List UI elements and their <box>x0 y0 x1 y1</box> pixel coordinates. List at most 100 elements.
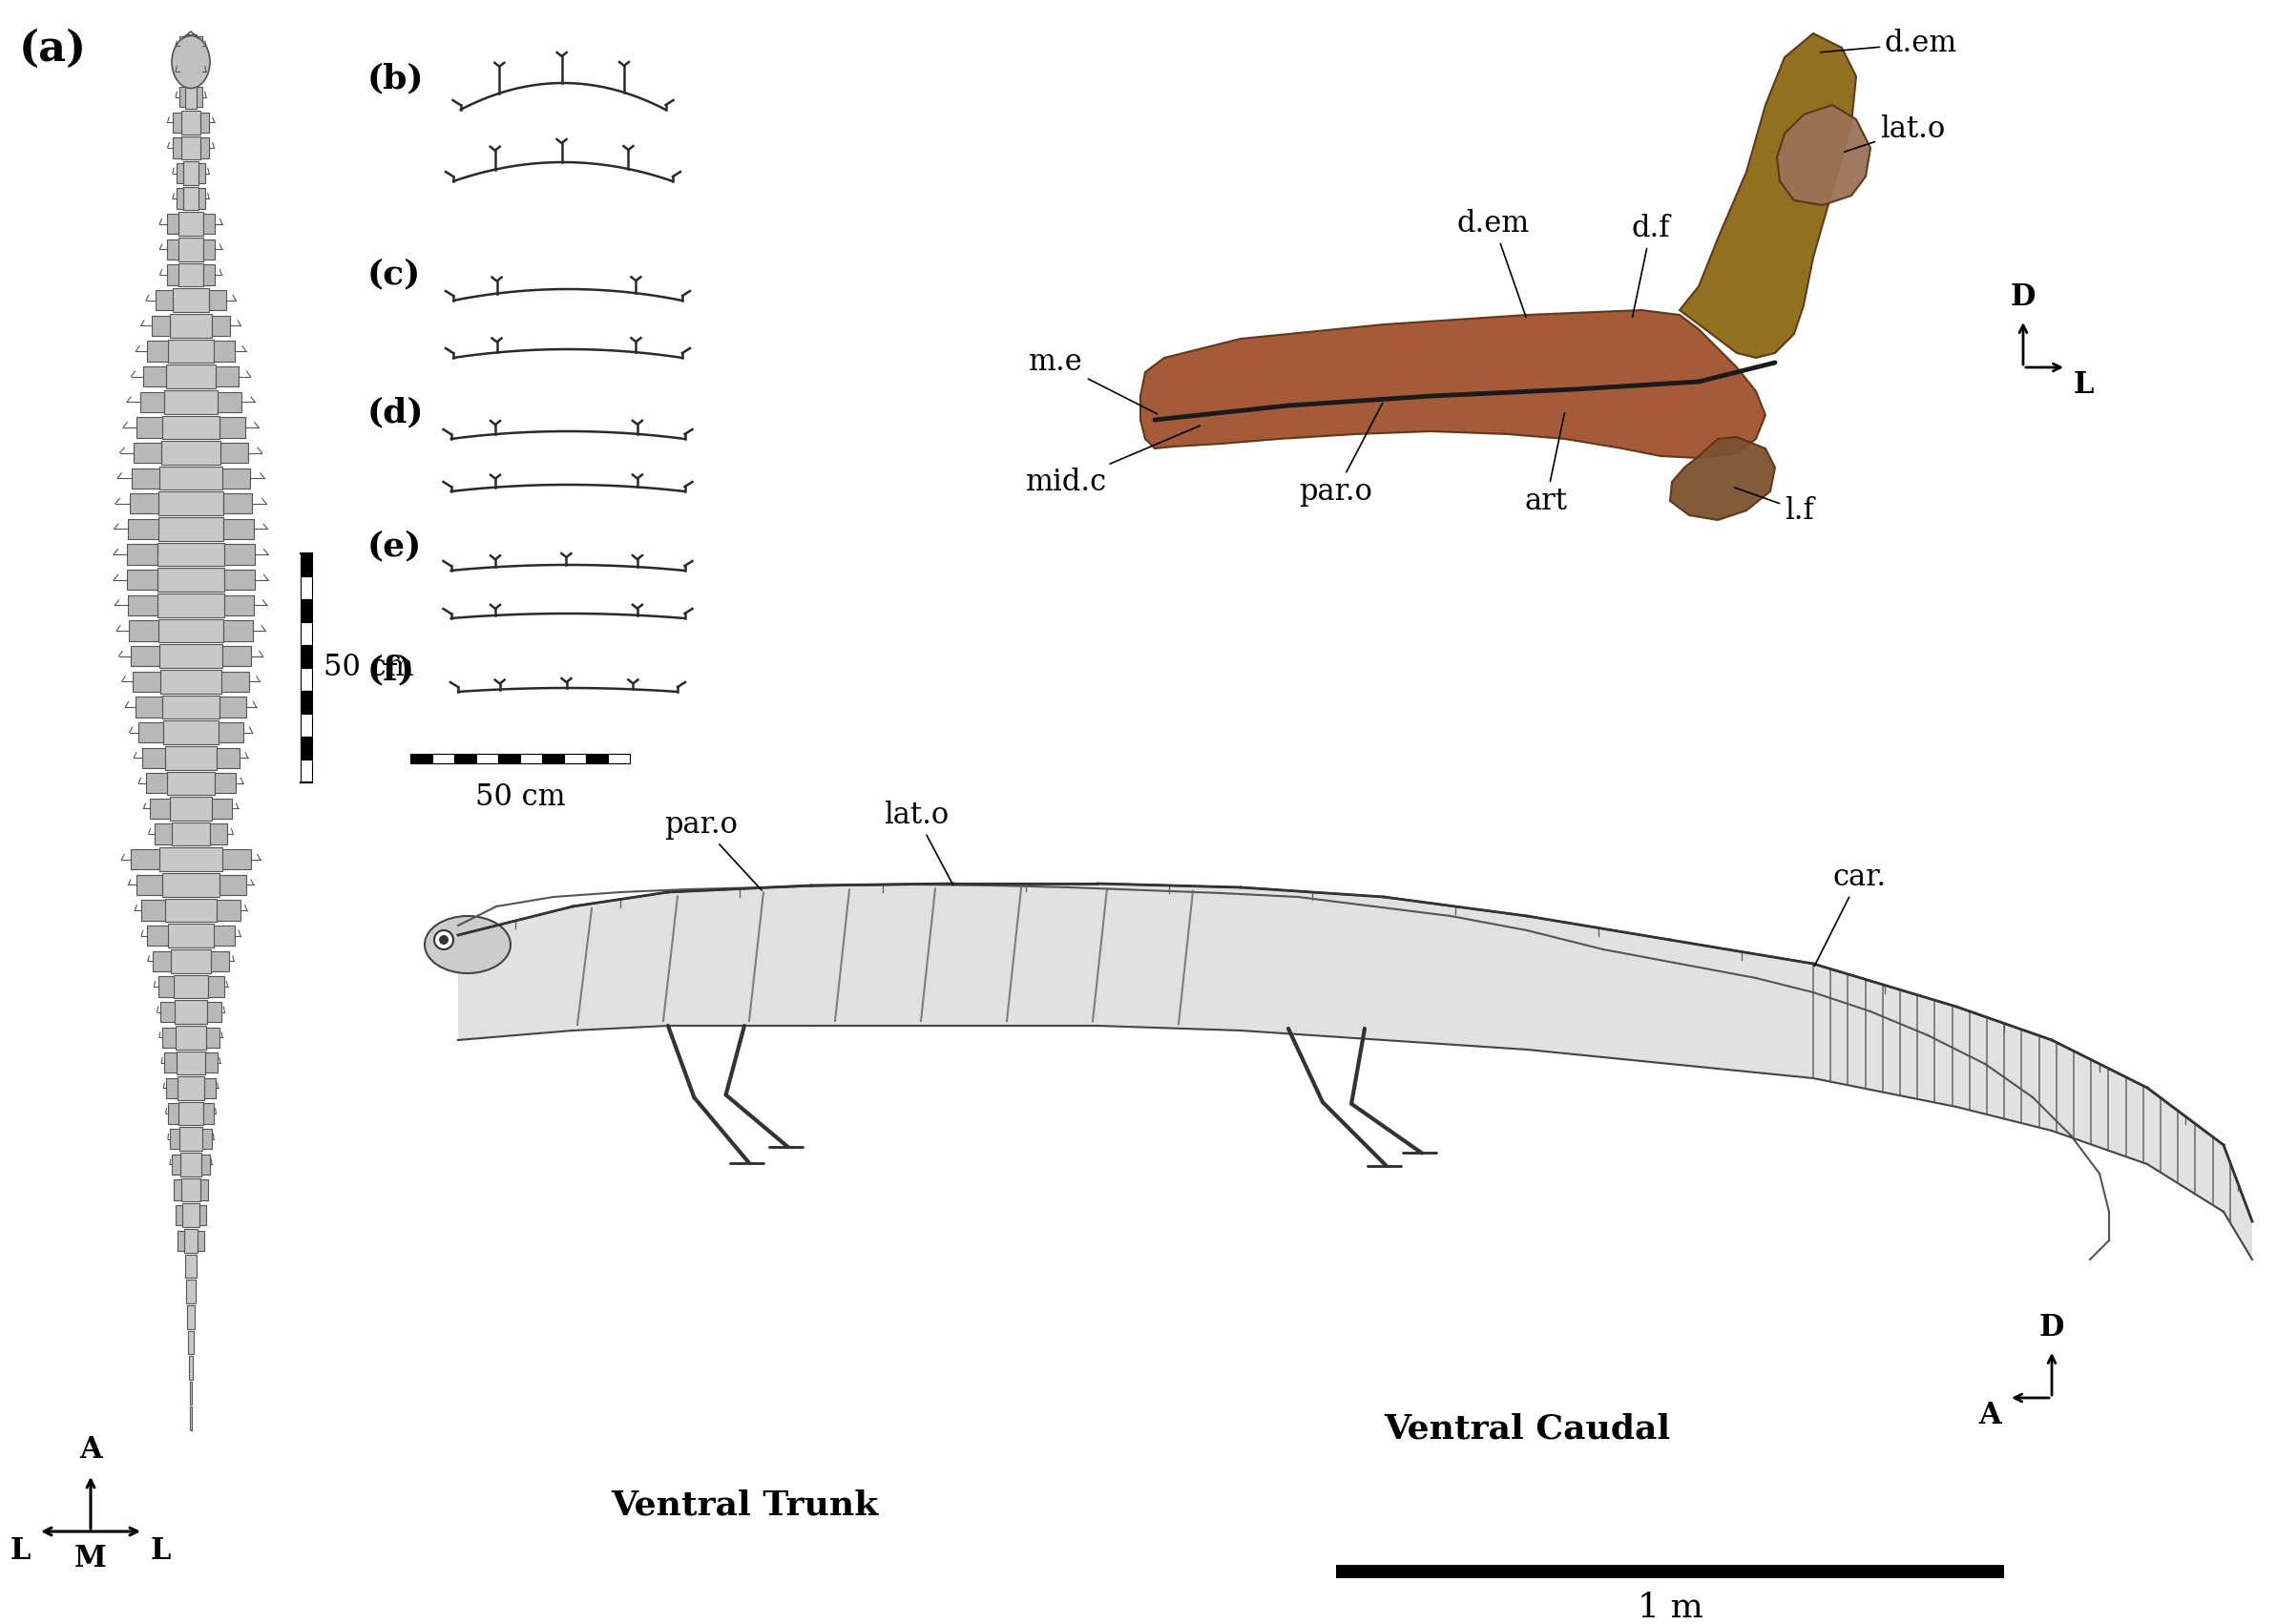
Bar <box>173 974 207 999</box>
Bar <box>1337 1566 2004 1579</box>
Bar <box>207 976 223 997</box>
Bar <box>214 926 235 945</box>
Bar <box>128 594 157 615</box>
Text: 50 cm: 50 cm <box>323 653 414 682</box>
Bar <box>166 214 178 234</box>
Bar <box>157 542 223 567</box>
Bar <box>187 1280 196 1304</box>
Bar <box>223 646 250 666</box>
Text: L: L <box>150 1536 171 1566</box>
Text: M: M <box>75 1544 107 1574</box>
Bar <box>171 313 212 338</box>
Bar <box>175 1026 205 1049</box>
Polygon shape <box>1669 437 1776 520</box>
Bar <box>453 754 476 763</box>
Bar <box>565 754 585 763</box>
Bar <box>130 646 159 666</box>
Bar <box>178 1077 205 1099</box>
Text: 50 cm: 50 cm <box>476 783 565 812</box>
Bar <box>130 494 159 513</box>
Bar <box>301 667 312 690</box>
Bar <box>171 1129 180 1150</box>
Bar <box>134 443 162 463</box>
Polygon shape <box>1141 310 1765 458</box>
Text: par.o: par.o <box>1300 403 1382 507</box>
Bar <box>219 875 246 895</box>
Bar <box>141 900 166 921</box>
Bar <box>219 723 244 742</box>
Bar <box>139 723 164 742</box>
Bar <box>180 86 184 107</box>
Bar <box>178 162 184 184</box>
Bar <box>162 1028 175 1047</box>
Bar <box>148 341 168 361</box>
Bar <box>180 1101 203 1125</box>
Bar <box>157 518 223 541</box>
Text: (e): (e) <box>367 529 421 562</box>
Text: lat.o: lat.o <box>1844 115 1945 151</box>
Bar <box>219 391 241 412</box>
Bar <box>223 594 255 615</box>
Bar <box>542 754 565 763</box>
Bar <box>162 416 219 438</box>
Bar <box>155 823 171 844</box>
Bar <box>214 341 235 361</box>
Bar <box>164 1052 178 1073</box>
Ellipse shape <box>426 916 510 973</box>
Bar <box>301 713 312 737</box>
Bar <box>223 570 255 590</box>
Bar <box>212 799 232 818</box>
Bar <box>499 754 519 763</box>
Bar <box>585 754 608 763</box>
Bar <box>301 737 312 760</box>
Bar <box>130 620 159 641</box>
Bar <box>476 754 499 763</box>
Bar <box>182 1203 198 1228</box>
Bar <box>132 468 159 489</box>
Bar <box>196 62 203 81</box>
Bar <box>203 214 214 234</box>
Bar <box>209 291 225 310</box>
Bar <box>162 442 221 464</box>
Ellipse shape <box>171 36 209 88</box>
Bar <box>178 213 203 235</box>
Bar <box>173 112 182 133</box>
Bar <box>168 339 214 362</box>
Bar <box>171 950 212 973</box>
Bar <box>214 773 237 794</box>
Text: d.f: d.f <box>1633 214 1671 317</box>
Bar <box>153 952 171 971</box>
Bar <box>223 494 253 513</box>
Bar <box>180 36 184 57</box>
Bar <box>128 570 157 590</box>
Text: mid.c: mid.c <box>1025 425 1200 497</box>
Bar <box>223 518 253 539</box>
Bar <box>175 1205 182 1226</box>
Bar <box>184 1254 196 1278</box>
Bar <box>162 874 219 896</box>
Text: (f): (f) <box>367 653 414 685</box>
Bar <box>223 620 253 641</box>
Bar <box>608 754 631 763</box>
Bar <box>132 671 162 692</box>
Bar <box>159 645 223 667</box>
Bar <box>184 1229 198 1252</box>
Text: (c): (c) <box>367 258 421 291</box>
Bar <box>433 754 453 763</box>
Bar <box>173 289 209 312</box>
Bar <box>301 599 312 622</box>
Bar <box>146 773 168 794</box>
Text: d.em: d.em <box>1457 209 1530 317</box>
Bar <box>216 747 239 768</box>
Bar <box>203 265 214 286</box>
Bar <box>137 875 162 895</box>
Bar <box>205 1028 219 1047</box>
Bar <box>187 1306 194 1328</box>
Bar <box>166 745 216 770</box>
Bar <box>164 721 219 744</box>
Bar <box>166 898 216 922</box>
Bar <box>182 1177 200 1202</box>
Bar <box>168 1103 180 1124</box>
Bar <box>128 544 157 565</box>
Bar <box>178 1051 205 1075</box>
